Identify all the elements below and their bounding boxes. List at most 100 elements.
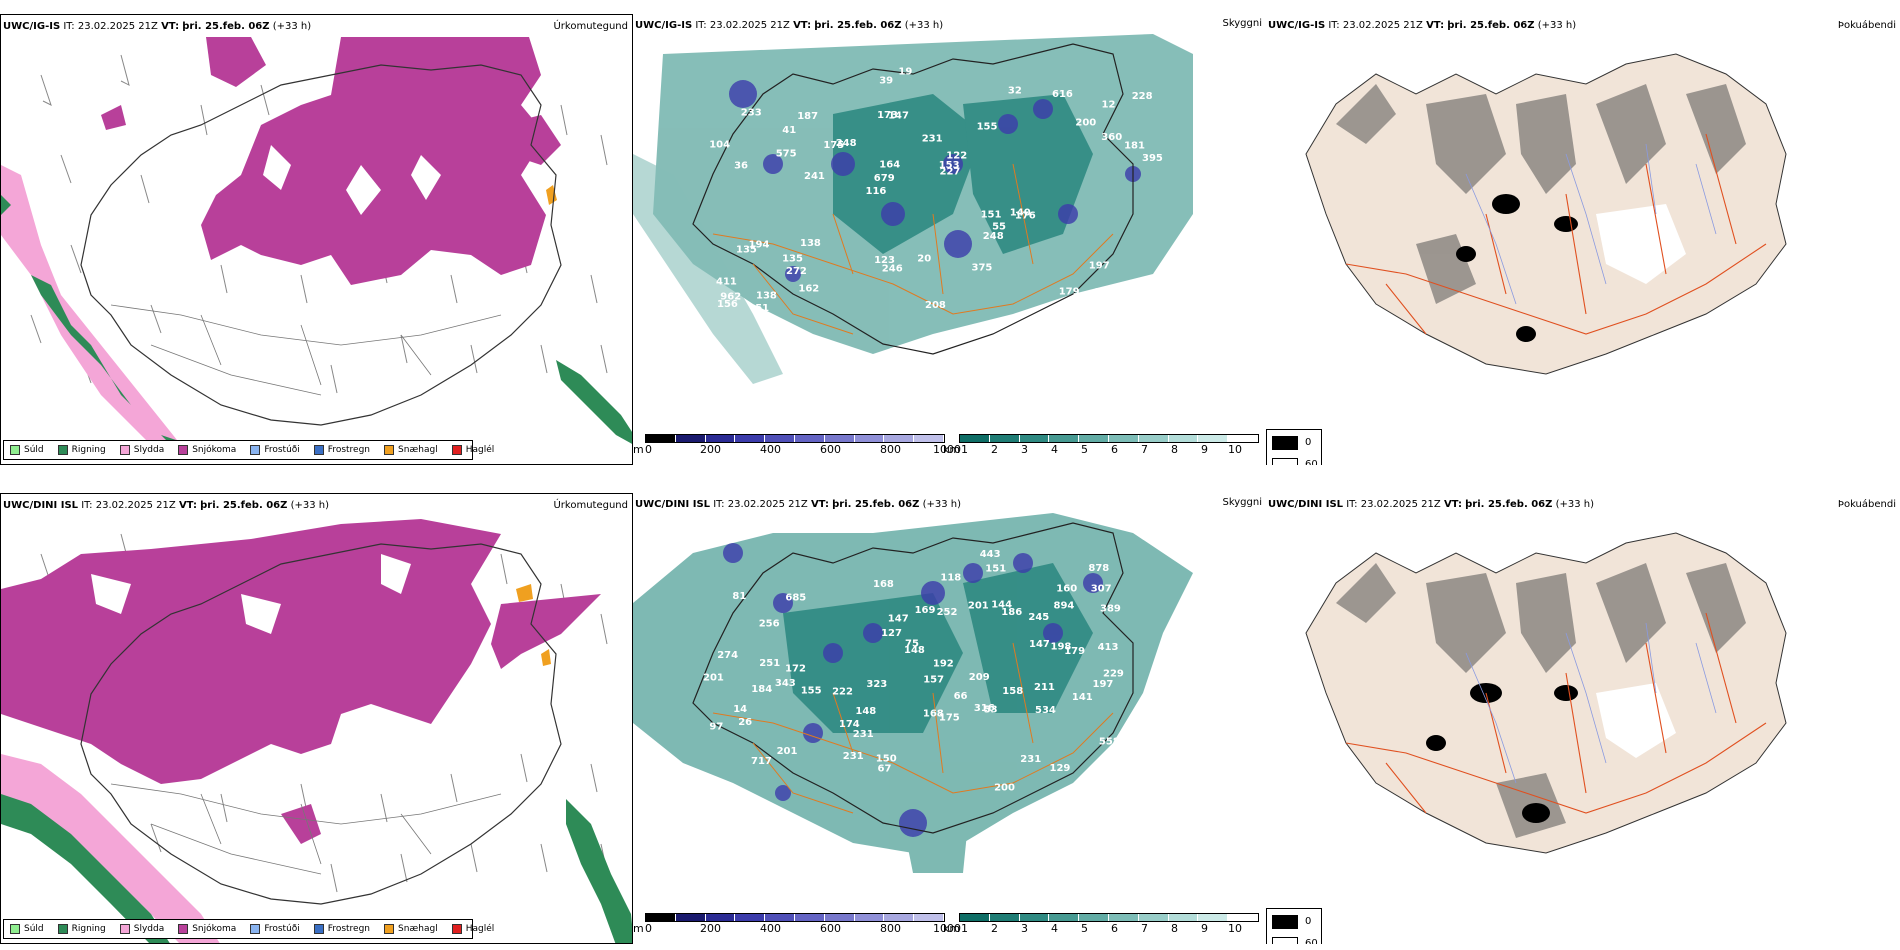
cloud-base-label: 147 — [1029, 639, 1050, 650]
fog-legend-swatch — [1272, 937, 1298, 944]
cloud-base-label: 252 — [937, 607, 958, 618]
legend-item: Frostúði — [250, 445, 300, 455]
cloud-base-label: 169 — [915, 605, 936, 616]
cloud-base-label: 336 — [1075, 781, 1096, 792]
colorbar-segment — [705, 435, 736, 442]
cloud-base-label: 53 — [984, 705, 998, 716]
cloud-base-label: 162 — [798, 284, 819, 295]
cloud-base-label: 231 — [922, 133, 943, 144]
cloud-base-label: 19 — [898, 67, 912, 78]
cloud-base-label: 66 — [954, 691, 968, 702]
cloud-base-label: 148 — [904, 645, 925, 656]
cloud-base-label: 41 — [782, 125, 796, 136]
cloud-base-label: 172 — [785, 664, 806, 675]
fog-map — [1305, 53, 1787, 375]
cloud-base-map — [633, 513, 1193, 873]
cloud-base-label: 97 — [709, 721, 723, 732]
cloud-base-label: 14 — [733, 704, 747, 715]
cloud-base-label: 316 — [974, 703, 995, 714]
precip-legend: Súld Rigning Slydda Snjókoma Frostúði Fr… — [3, 440, 494, 460]
roads — [712, 642, 1114, 814]
colorbar-segment — [884, 914, 915, 921]
cloud-base-label: 175 — [939, 712, 960, 723]
precip-type-panel-row2: UWC/DINI ISL IT: 23.02.2025 21Z VT: þri.… — [0, 493, 633, 944]
cloud-base-label: 156 — [717, 299, 738, 310]
cloud-base-label: 75 — [905, 639, 919, 650]
cloud-base-label: 51 — [755, 303, 769, 314]
cloud-base-label: 272 — [786, 266, 807, 277]
panel-header: UWC/IG-IS IT: 23.02.2025 21Z VT: þri. 25… — [1268, 20, 1577, 31]
cloud-base-label: 413 — [1098, 642, 1119, 653]
cloud-base-label: 164 — [879, 159, 900, 170]
precip-type-map — [1, 37, 632, 445]
cloud-base-label: 201 — [703, 672, 724, 683]
cloud-base-label: 118 — [940, 573, 961, 584]
cloud-base-label: 138 — [800, 238, 821, 249]
colorbar-segment — [960, 435, 990, 442]
fog-legend: 0 60 — [1266, 908, 1322, 944]
cloud-base-label: 256 — [759, 619, 780, 630]
cloud-base-label: 679 — [874, 173, 895, 184]
rain-areas — [1, 794, 632, 943]
colorbar-segment — [705, 914, 736, 921]
panel-type-title: Skyggni — [1222, 497, 1262, 508]
cloud-base-patches — [723, 543, 1103, 837]
panel-header: UWC/IG-IS IT: 23.02.2025 21Z VT: þri. 25… — [635, 20, 944, 31]
legend-item: Snæhagl — [384, 924, 438, 934]
colorbar-segment — [1168, 435, 1199, 442]
roads — [1345, 133, 1767, 335]
cloud-base-label: 208 — [925, 300, 946, 311]
cloud-base-label: 274 — [717, 650, 738, 661]
panel-header: UWC/DINI ISL IT: 23.02.2025 21Z VT: þri.… — [3, 500, 330, 511]
colorbar-segment — [765, 435, 795, 442]
precip-type-panel-row1: UWC/IG-IS IT: 23.02.2025 21Z VT: þri. 25… — [0, 14, 633, 465]
cloud-base-label: 15 — [1094, 287, 1108, 298]
cloud-base-label: 197 — [1093, 679, 1114, 690]
colorbar-segment — [1198, 435, 1229, 442]
clear-areas — [1596, 204, 1686, 284]
cloud-base-label: 228 — [1132, 91, 1153, 102]
legend-item: Rigning — [57, 924, 106, 934]
fog-map — [1305, 532, 1787, 854]
fog-panel-row2: UWC/DINI ISL IT: 23.02.2025 21Z VT: þri.… — [1266, 493, 1900, 944]
colorbar-segment — [1228, 914, 1258, 921]
cloud-base-label: 81 — [732, 591, 746, 602]
clear-areas — [1596, 683, 1676, 758]
cloud-base-label: 104 — [709, 139, 730, 150]
cloud-base-label: 717 — [751, 756, 772, 767]
cloud-base-label: 173 — [877, 110, 898, 121]
cloud-base-label: 177 — [1142, 705, 1163, 716]
snow-gaps — [91, 554, 411, 634]
ice-pellet-areas — [546, 185, 557, 205]
colorbar-segment — [1228, 435, 1258, 442]
colorbar-segment — [960, 914, 990, 921]
cloud-base-label: 153 — [939, 160, 960, 171]
legend-item: Frostregn — [313, 445, 370, 455]
cloud-base-label: 158 — [1002, 686, 1023, 697]
rivers — [1465, 622, 1717, 784]
cloud-base-label: 39 — [879, 76, 893, 87]
dense-fog-spots — [1456, 194, 1578, 342]
legend-item: Slydda — [119, 445, 164, 455]
cloud-base-label: 150 — [876, 753, 897, 764]
cloud-base-label: 343 — [775, 678, 796, 689]
colorbar-segment — [1138, 435, 1169, 442]
panel-header: UWC/IG-IS IT: 23.02.2025 21Z VT: þri. 25… — [3, 21, 312, 32]
legend-item: Frostregn — [313, 924, 370, 934]
legend-item: Haglél — [451, 445, 494, 455]
cloud-base-label: 194 — [749, 240, 770, 251]
cloud-base-label: 878 — [1088, 563, 1109, 574]
fog-panel-row1: UWC/IG-IS IT: 23.02.2025 21Z VT: þri. 25… — [1266, 14, 1900, 465]
cloud-base-label: 231 — [853, 729, 874, 740]
cloud-base-label: 168 — [923, 709, 944, 720]
coastline — [692, 43, 1134, 355]
panel-header: UWC/DINI ISL IT: 23.02.2025 21Z VT: þri.… — [635, 499, 962, 510]
panel-type-title: Þokuábendi — [1837, 499, 1896, 510]
height-colorbar: m 0 200 400 600 800 1000 — [633, 913, 961, 937]
cloud-base-label: 248 — [836, 138, 857, 149]
cloud-base-label: 197 — [1089, 261, 1110, 272]
fog-legend-swatch — [1272, 915, 1298, 929]
rivers — [1465, 143, 1717, 305]
cloud-base-label: 558 — [1099, 737, 1120, 748]
cloud-base-label: 184 — [751, 684, 772, 695]
